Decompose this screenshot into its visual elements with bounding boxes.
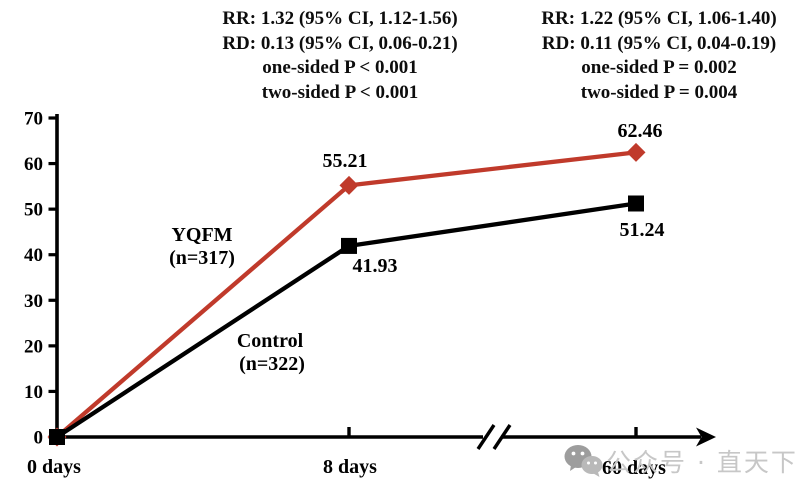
x-label-60days: 60 days [602,457,666,479]
series-n-control: (n=322) [239,353,305,375]
x-label-0days: 0 days [27,456,81,478]
y-tick-label: 70 [24,109,43,130]
y-tick-label: 20 [24,336,43,357]
data-point-diamond [339,175,359,195]
series-line-yqfm [55,150,637,439]
series-label-yqfm: YQFM [171,224,232,246]
rr-line: RR: 1.32 (95% CI, 1.12-1.56) [222,8,458,29]
y-tick-label: 0 [34,428,44,449]
wechat-icon [564,445,603,477]
series-label-control: Control [237,330,304,352]
one-sided-p-line: one-sided P < 0.001 [262,57,418,78]
y-tick-label: 50 [24,200,43,221]
series-lines [55,150,637,439]
y-tick-label: 40 [24,245,43,266]
value-label-yqfm-8days: 55.21 [323,150,368,172]
two-sided-p-line: two-sided P < 0.001 [261,81,419,103]
watermark-text: 公众号 · 直天下 [606,448,798,477]
y-tick-label: 30 [24,291,43,312]
axis-break-slash-1 [476,424,496,450]
rr-line: RR: 1.22 (95% CI, 1.06-1.40) [541,8,777,29]
two-sided-p-line: two-sided P = 0.004 [580,81,738,103]
data-point-diamond [626,142,646,162]
value-label-yqfm-60days: 62.46 [618,120,663,142]
value-label-control-8days: 41.93 [353,255,398,277]
rd-line: RD: 0.11 (95% CI, 0.04-0.19) [541,32,777,54]
x-label-8days: 8 days [323,456,377,478]
data-point-square [49,429,65,445]
series-markers [47,142,646,447]
axis-break-slash-2 [492,424,512,450]
data-point-square [341,237,357,254]
rd-line: RD: 0.13 (95% CI, 0.06-0.21) [222,32,458,54]
stat-annotation-8days: RR: 1.32 (95% CI, 1.12-1.56) RD: 0.13 (9… [175,7,505,105]
watermark: 公众号 · 直天下 [563,443,798,479]
y-axis-ticks: 0 10 20 30 40 50 60 70 [24,109,57,449]
x-axis-arrowhead [696,427,716,447]
y-tick-label: 10 [24,382,43,403]
data-point-square [628,195,644,212]
y-tick-label: 60 [24,154,43,175]
one-sided-p-line: one-sided P = 0.002 [581,57,737,78]
stat-annotation-60days: RR: 1.22 (95% CI, 1.06-1.40) RD: 0.11 (9… [494,7,806,105]
series-n-yqfm: (n=317) [169,247,235,269]
value-label-control-60days: 51.24 [620,219,665,241]
